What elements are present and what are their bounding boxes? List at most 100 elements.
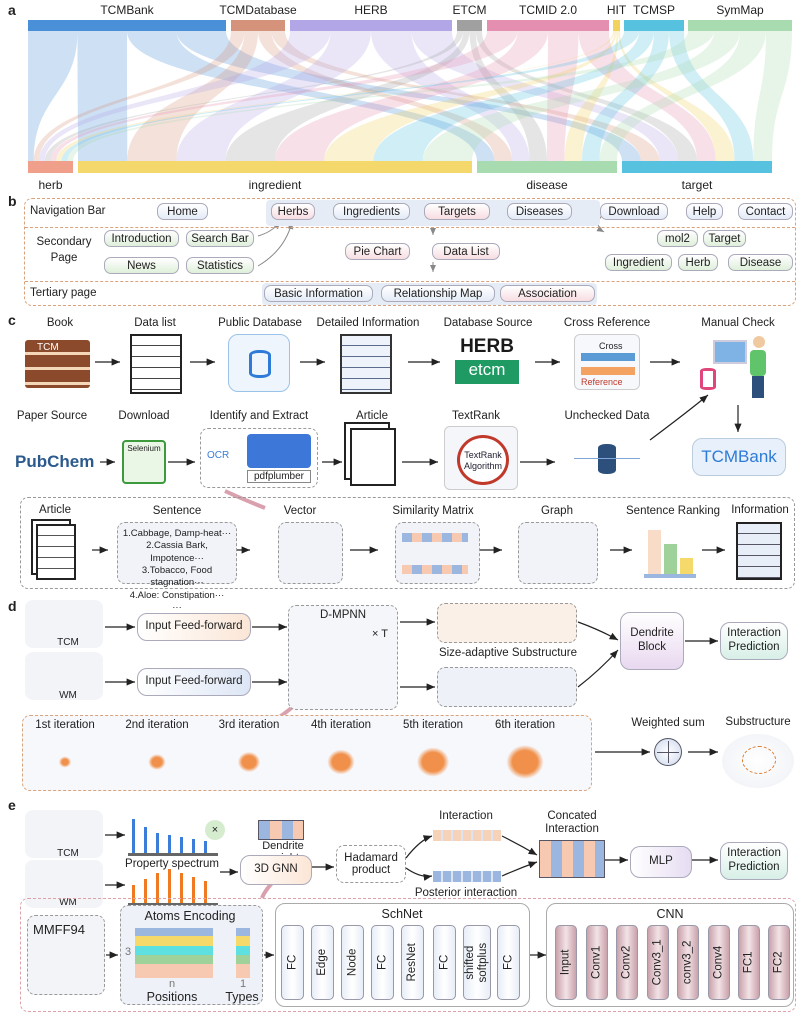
multiply-icon: × <box>205 820 225 840</box>
iteration-label: 1st iteration <box>35 719 95 731</box>
iteration-label: 4th iteration <box>310 719 372 731</box>
sankey-flow <box>271 31 660 161</box>
page-search-bar[interactable]: Search Bar <box>186 230 254 247</box>
source-bar-3 <box>457 20 482 31</box>
cross-reference-icon: Cross Reference <box>574 334 640 390</box>
schnet-layer: ResNet <box>401 925 424 1000</box>
source-bar-4 <box>487 20 609 31</box>
wm-label-e: WM <box>59 897 77 908</box>
graph-icon <box>518 522 598 584</box>
tcmbank-box: TCMBank <box>692 438 786 476</box>
pipeline-information-label: Information <box>731 504 789 516</box>
spectrum-bar <box>156 873 159 903</box>
sankey-flow <box>225 31 470 161</box>
cnn-layer: Conv3_1 <box>647 925 669 1000</box>
layer-label: Conv3_1 <box>651 939 664 986</box>
vector-graph-icon <box>278 522 343 584</box>
iteration-label: 3rd iteration <box>218 719 280 731</box>
nav-download[interactable]: Download <box>600 203 668 220</box>
label-cross-reference: Cross Reference <box>563 317 651 329</box>
download-ingredient[interactable]: Ingredient <box>605 254 672 271</box>
pubchem-logo: PubChem <box>15 452 95 471</box>
source-label: ETCM <box>452 3 487 17</box>
pipeline-sentence-label: Sentence <box>152 505 202 517</box>
interaction-prediction-d: Interaction Prediction <box>720 622 788 660</box>
label-textrank: TextRank <box>452 410 500 422</box>
mmff94-label: MMFF94 <box>33 922 85 937</box>
book-icon: TCM <box>25 340 90 388</box>
spectrum-bar <box>192 839 195 853</box>
tertiary-basic-information[interactable]: Basic Information <box>264 285 373 302</box>
tcm-molecule-e <box>25 810 103 858</box>
hadamard-product-box: Hadamard product <box>336 845 406 883</box>
pipeline-similarity-matrix-label: Similarity Matrix <box>392 505 474 517</box>
d-mpnn-label: D-MPNN <box>320 609 366 621</box>
nav-contact[interactable]: Contact <box>738 203 793 220</box>
nav-home[interactable]: Home <box>157 203 208 220</box>
nav-targets[interactable]: Targets <box>424 203 490 220</box>
sentence-list: 1.Cabbage, Damp-heat··· 2.Cassia Bark, Im… <box>117 522 237 613</box>
pipeline-vector-label: Vector <box>283 505 317 517</box>
posterior-interaction-vector <box>433 871 501 882</box>
source-bar-7 <box>688 20 792 31</box>
nav-herbs[interactable]: Herbs <box>271 203 315 220</box>
posterior-interaction-label: Posterior interaction <box>414 887 518 899</box>
dim-1-label: 1 <box>240 978 247 990</box>
substructure-label: Size-adaptive Substructure <box>438 647 578 659</box>
download-mol2[interactable]: mol2 <box>657 230 698 247</box>
extract-box <box>200 428 318 488</box>
spectrum-bar <box>204 841 207 853</box>
ocr-icon: OCR <box>207 450 230 461</box>
nav-diseases[interactable]: Diseases <box>507 203 572 220</box>
substructure-result-molecule <box>722 734 794 788</box>
sankey-flows <box>28 20 792 173</box>
arrows <box>92 358 742 959</box>
tertiary-relationship-map[interactable]: Relationship Map <box>381 285 495 302</box>
selenium-icon: Selenium <box>122 440 166 484</box>
positions-label: Positions <box>146 990 198 1004</box>
sankey-flow <box>77 31 128 161</box>
page-statistics[interactable]: Statistics <box>186 257 254 274</box>
sankey-flow <box>127 31 495 161</box>
iteration-molecule <box>43 742 87 782</box>
source-label: HERB <box>354 3 388 17</box>
label-book: Book <box>46 317 74 329</box>
iteration-molecule <box>227 742 271 782</box>
manual-check-illustration <box>695 330 775 400</box>
schnet-box <box>275 903 530 1007</box>
layer-label: FC1 <box>742 951 755 974</box>
layer-label: FC <box>502 954 515 971</box>
source-bar-6 <box>624 20 684 31</box>
layer-label: ResNet <box>406 943 419 982</box>
tertiary-association[interactable]: Association <box>500 285 595 302</box>
nav-ingredients[interactable]: Ingredients <box>333 203 410 220</box>
page-introduction[interactable]: Introduction <box>104 230 179 247</box>
3d-gnn-box: 3D GNN <box>240 855 312 885</box>
row-label-secondary: Secondary Page <box>36 236 92 264</box>
download-disease[interactable]: Disease <box>728 254 793 271</box>
atoms-encoding-label: Atoms Encoding <box>144 909 236 923</box>
download-target[interactable]: Target <box>703 230 746 247</box>
times-t-label: × T <box>372 628 389 640</box>
page-news[interactable]: News <box>104 257 179 274</box>
source-label: TCMSP <box>633 3 675 17</box>
page-pie-chart[interactable]: Pie Chart <box>345 243 410 260</box>
d-mpnn-box <box>288 605 398 710</box>
pipeline-article-label: Article <box>39 504 71 516</box>
pdf-python-icon <box>247 434 311 468</box>
target-label: disease <box>526 178 568 192</box>
sankey-flow <box>28 31 78 161</box>
pdfplumber-label: pdfplumber <box>247 470 311 483</box>
types-vector <box>236 928 250 978</box>
layer-label: shifted softplus <box>464 942 490 983</box>
sentence-ranking-icon <box>642 522 697 580</box>
nav-help[interactable]: Help <box>686 203 723 220</box>
page-data-list[interactable]: Data List <box>432 243 500 260</box>
detailed-information-icon <box>340 334 392 394</box>
types-label: Types <box>225 990 259 1004</box>
download-herb[interactable]: Herb <box>678 254 718 271</box>
label-manual-check: Manual Check <box>701 317 775 329</box>
pipeline-sentence-ranking-label: Sentence Ranking <box>626 505 720 517</box>
3d-gnn-detail-box <box>20 898 796 1012</box>
dim-n-label: n <box>169 978 176 990</box>
